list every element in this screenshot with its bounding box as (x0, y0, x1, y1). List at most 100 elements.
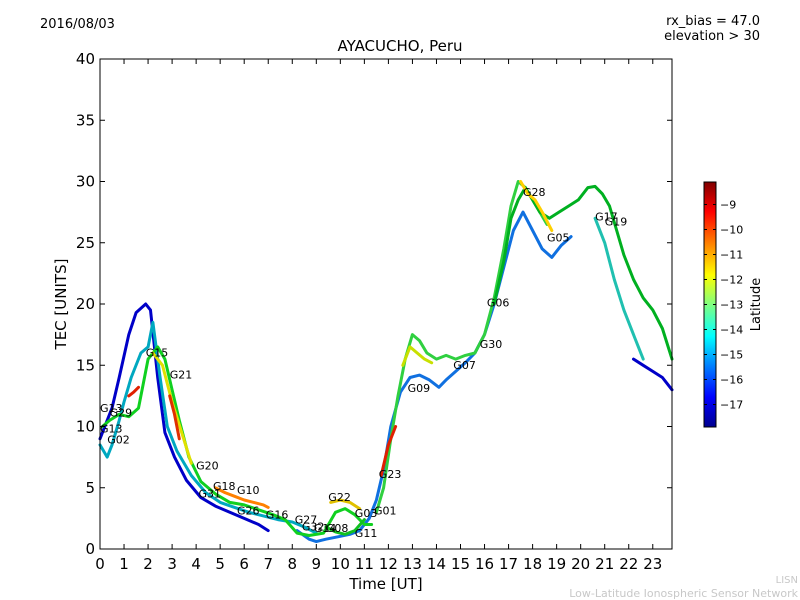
satellite-label: G27 (295, 513, 318, 526)
satellite-label: G02 (107, 434, 130, 447)
colorbar-tick-label: −11 (720, 249, 743, 262)
tec-series-4 (374, 180, 549, 514)
x-tick-label: 10 (331, 555, 350, 573)
colorbar-tick-label: −17 (720, 399, 743, 412)
x-tick-label: 11 (355, 555, 374, 573)
y-tick-label: 40 (76, 50, 95, 68)
colorbar-ticks: −9 −10 −11 −12 −13 −14 −15 −16 −17 (704, 199, 743, 412)
x-tick-label: 21 (595, 555, 614, 573)
y-tick-label: 10 (76, 418, 95, 436)
credit-long: Low-Latitude Ionospheric Sensor Network (569, 587, 798, 600)
satellite-label: G26 (237, 505, 260, 518)
satellite-label: G15 (146, 347, 169, 360)
satellite-label: G31 (199, 488, 222, 501)
elevation-label: elevation > 30 (664, 29, 760, 44)
colorbar-tick-label: −16 (720, 374, 743, 387)
y-tick-label: 35 (76, 111, 95, 129)
x-tick-label: 1 (119, 555, 129, 573)
y-axis: 0 5 10 15 20 25 30 35 40 (76, 50, 672, 558)
rx-bias-label: rx_bias = 47.0 (666, 14, 760, 29)
y-tick-label: 15 (76, 356, 95, 374)
y-tick-label: 25 (76, 234, 95, 252)
tec-series-8 (593, 216, 645, 361)
satellite-label: G07 (453, 359, 476, 372)
x-tick-label: 8 (287, 555, 297, 573)
satellite-label: G13 (100, 423, 123, 436)
credit-short: LISN (775, 575, 798, 586)
x-tick-label: 23 (643, 555, 662, 573)
x-axis: 0 1 2 3 4 5 6 7 8 9 10 11 12 13 14 15 16 17 18 19 20 21 22 23 (95, 59, 662, 573)
satellite-label: G14 (314, 522, 337, 535)
satellite-label: G10 (237, 484, 260, 497)
tec-series-9 (632, 357, 674, 392)
satellite-label: G01 (374, 505, 397, 518)
satellite-label: G28 (523, 186, 546, 199)
x-tick-label: 13 (403, 555, 422, 573)
tec-series-6 (519, 180, 554, 232)
x-tick-label: 12 (379, 555, 398, 573)
satellite-label: G03 (355, 507, 378, 520)
x-tick-label: 18 (523, 555, 542, 573)
satellite-label: G11 (355, 527, 378, 540)
tec-series-7 (401, 345, 434, 367)
colorbar-tick-label: −12 (720, 274, 743, 287)
x-tick-label: 3 (167, 555, 177, 573)
satellite-label: G32 (302, 521, 325, 534)
satellite-label: G05 (547, 232, 570, 245)
y-tick-label: 20 (76, 295, 95, 313)
colorbar-tick-label: −13 (720, 299, 743, 312)
tec-series-16 (324, 518, 366, 536)
colorbar-tick-label: −15 (720, 349, 743, 362)
satellite-label: G18 (213, 480, 236, 493)
x-tick-label: 22 (619, 555, 638, 573)
satellite-label: G20 (196, 459, 219, 472)
satellite-label: G17 (595, 211, 618, 224)
x-tick-label: 6 (239, 555, 249, 573)
satellite-label: G16 (266, 508, 289, 521)
x-tick-label: 16 (475, 555, 494, 573)
tec-series-2 (98, 320, 318, 535)
x-tick-label: 5 (215, 555, 225, 573)
satellite-label: G09 (408, 382, 431, 395)
satellite-label: G29 (110, 407, 133, 420)
satellite-label: G19 (605, 216, 628, 229)
satellite-label: G21 (170, 369, 193, 382)
tec-series-12 (127, 385, 140, 398)
tec-series-0 (98, 302, 270, 533)
satellite-label: G23 (379, 468, 402, 481)
satellite-label: G30 (480, 338, 503, 351)
y-tick-label: 30 (76, 173, 95, 191)
tec-series-15 (379, 425, 398, 477)
tec-series-3 (100, 345, 374, 537)
x-tick-label: 2 (143, 555, 153, 573)
y-tick-label: 0 (85, 540, 95, 558)
date-label: 2016/08/03 (40, 17, 115, 32)
satellite-label: G22 (328, 491, 351, 504)
satellite-label: G06 (487, 296, 510, 309)
x-tick-label: 20 (571, 555, 590, 573)
x-tick-label: 19 (547, 555, 566, 573)
x-tick-label: 15 (451, 555, 470, 573)
x-tick-label: 17 (499, 555, 518, 573)
y-axis-label: TEC [UNITS] (52, 259, 70, 351)
chart-title: AYACUCHO, Peru (337, 37, 463, 55)
y-tick-label: 5 (85, 479, 95, 497)
series-layer (98, 180, 674, 544)
tec-series-11 (168, 394, 181, 441)
x-tick-label: 4 (191, 555, 201, 573)
tec-series-13 (213, 486, 270, 509)
tec-series-5 (492, 184, 674, 361)
x-tick-label: 7 (263, 555, 273, 573)
colorbar-label: Latitude (749, 278, 764, 332)
colorbar-tick-label: −14 (720, 324, 743, 337)
colorbar-tick-label: −9 (720, 199, 736, 212)
satellite-label: G08 (326, 522, 349, 535)
tec-series-14 (329, 498, 362, 511)
satellite-label: G13 (100, 402, 123, 415)
colorbar-tick-label: −10 (720, 224, 743, 237)
x-tick-label: 0 (95, 555, 105, 573)
x-tick-label: 9 (312, 555, 322, 573)
x-tick-label: 14 (427, 555, 446, 573)
